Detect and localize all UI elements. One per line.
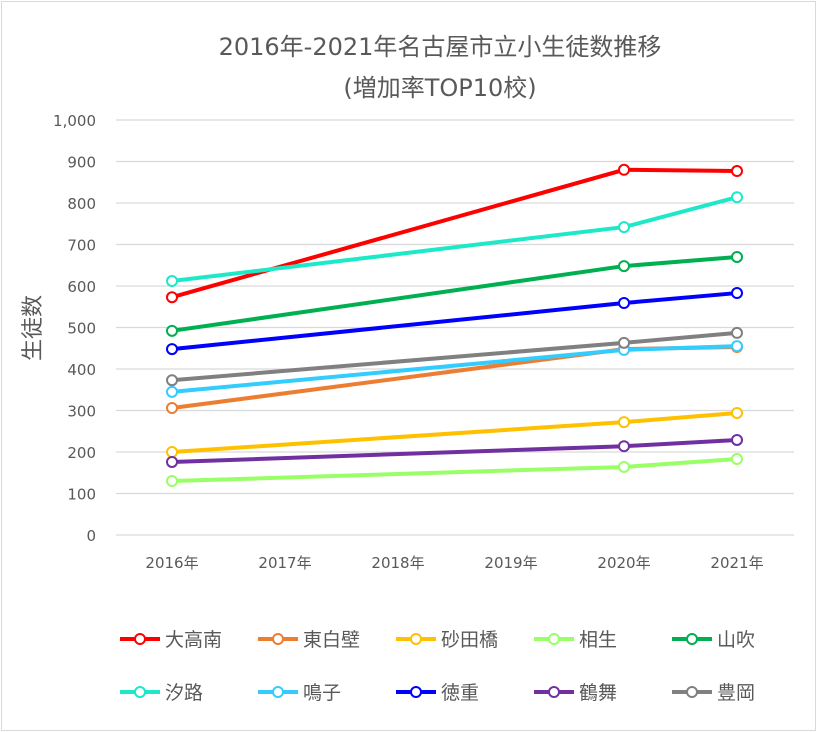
y-tick-label: 400 — [67, 361, 96, 379]
x-tick-label: 2021年 — [710, 554, 763, 572]
legend-marker — [272, 686, 284, 698]
x-tick-label: 2018年 — [371, 554, 424, 572]
x-tick-label: 2019年 — [484, 554, 537, 572]
data-point — [731, 433, 743, 446]
x-tick-label: 2017年 — [258, 554, 311, 572]
data-point — [618, 416, 630, 429]
data-point — [618, 221, 630, 234]
y-tick-label: 1,000 — [53, 112, 96, 130]
series-line — [171, 167, 738, 300]
y-tick-label: 600 — [67, 278, 96, 296]
series-line — [171, 195, 738, 284]
legend-label: 鳴子 — [303, 682, 341, 704]
legend-marker — [548, 633, 560, 645]
y-tick-label: 700 — [67, 237, 96, 255]
legend-item: 鳴子 — [258, 682, 341, 704]
legend-marker — [272, 633, 284, 645]
legend-item: 砂田橋 — [396, 629, 498, 651]
chart-title: 2016年-2021年名古屋市立小生徒数推移 — [219, 33, 662, 61]
data-point — [166, 385, 178, 398]
legend-marker — [134, 633, 146, 645]
x-tick-label: 2020年 — [597, 554, 650, 572]
series-line — [171, 437, 738, 464]
data-point — [166, 343, 178, 356]
y-tick-label: 900 — [67, 154, 96, 172]
legend-marker — [410, 686, 422, 698]
data-point — [166, 455, 178, 468]
data-point — [166, 374, 178, 387]
data-point — [166, 324, 178, 337]
y-tick-label: 500 — [67, 320, 96, 338]
y-axis-label: 生徒数 — [21, 295, 46, 361]
data-point — [731, 287, 743, 300]
legend-item: 徳重 — [396, 682, 479, 704]
y-tick-label: 200 — [67, 444, 96, 462]
data-point — [618, 260, 630, 273]
data-point — [618, 440, 630, 453]
y-tick-label: 800 — [67, 195, 96, 213]
data-point — [731, 340, 743, 353]
legend-label: 鶴舞 — [579, 682, 617, 704]
data-point — [166, 402, 178, 415]
legend-item: 汐路 — [120, 682, 203, 704]
legend-marker — [548, 686, 560, 698]
legend-item: 山吹 — [672, 629, 755, 651]
legend-item: 豊岡 — [672, 682, 755, 704]
legend-item: 相生 — [534, 629, 617, 651]
y-tick-label: 100 — [67, 486, 96, 504]
legend-item: 東白壁 — [258, 629, 360, 651]
y-tick-label: 300 — [67, 403, 96, 421]
data-point — [731, 406, 743, 419]
data-point — [166, 291, 178, 304]
legend-label: 徳重 — [441, 682, 479, 704]
legend-label: 汐路 — [165, 682, 203, 704]
chart-subtitle: (増加率TOP10校) — [343, 74, 536, 102]
legend-marker — [686, 686, 698, 698]
data-point — [618, 336, 630, 349]
legend-item: 大高南 — [120, 629, 222, 651]
data-point — [731, 165, 743, 178]
data-point — [618, 163, 630, 176]
legend-label: 大高南 — [165, 629, 222, 651]
legend-label: 相生 — [579, 629, 617, 651]
legend-label: 砂田橋 — [441, 629, 498, 651]
data-point — [731, 326, 743, 339]
legend-marker — [134, 686, 146, 698]
data-point — [731, 250, 743, 263]
legend-item: 鶴舞 — [534, 682, 617, 704]
legend-marker — [686, 633, 698, 645]
data-point — [166, 475, 178, 488]
legend-marker — [410, 633, 422, 645]
data-point — [166, 275, 178, 288]
series-line — [171, 457, 738, 484]
legend-label: 豊岡 — [717, 682, 755, 704]
legend-label: 東白壁 — [303, 629, 360, 651]
x-tick-label: 2016年 — [145, 554, 198, 572]
data-point — [731, 191, 743, 204]
data-point — [618, 460, 630, 473]
legend-label: 山吹 — [717, 629, 755, 651]
data-point — [731, 453, 743, 466]
data-point — [618, 297, 630, 310]
y-tick-label: 0 — [86, 527, 96, 545]
data-point — [166, 446, 178, 458]
